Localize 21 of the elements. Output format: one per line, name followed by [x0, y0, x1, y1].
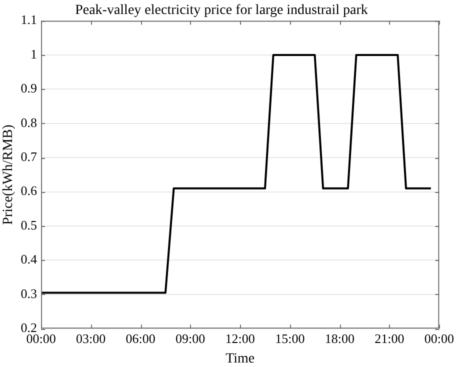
y-tick-label: 0.5 — [20, 217, 38, 232]
chart-title: Peak-valley electricity price for large industrail park — [75, 3, 368, 18]
y-tick-label: 0.9 — [20, 80, 38, 96]
y-tick-label: 0.3 — [20, 286, 38, 301]
x-tick-label: 06:00 — [126, 330, 156, 346]
y-tick-label: 0.7 — [20, 149, 38, 164]
x-tick-label: 15:00 — [275, 330, 305, 346]
y-tick-label: 0.8 — [20, 114, 38, 130]
y-tick-label: 0.6 — [20, 183, 38, 198]
y-axis-title: Price(kWh/RMB) — [1, 124, 16, 225]
y-tick-label: 1.1 — [20, 12, 38, 28]
x-tick-label: 00:00 — [424, 330, 454, 346]
x-tick-label: 18:00 — [324, 330, 354, 346]
y-tick-label: 1 — [30, 46, 38, 62]
y-tick-label: 0.4 — [20, 252, 38, 267]
x-tick-label: 09:00 — [176, 330, 206, 346]
x-tick-label: 21:00 — [374, 330, 404, 346]
y-tick-label: 0.2 — [20, 320, 38, 336]
x-tick-label: 12:00 — [225, 330, 255, 346]
x-axis-title: Time — [226, 351, 255, 366]
x-tick-label: 03:00 — [76, 330, 106, 346]
